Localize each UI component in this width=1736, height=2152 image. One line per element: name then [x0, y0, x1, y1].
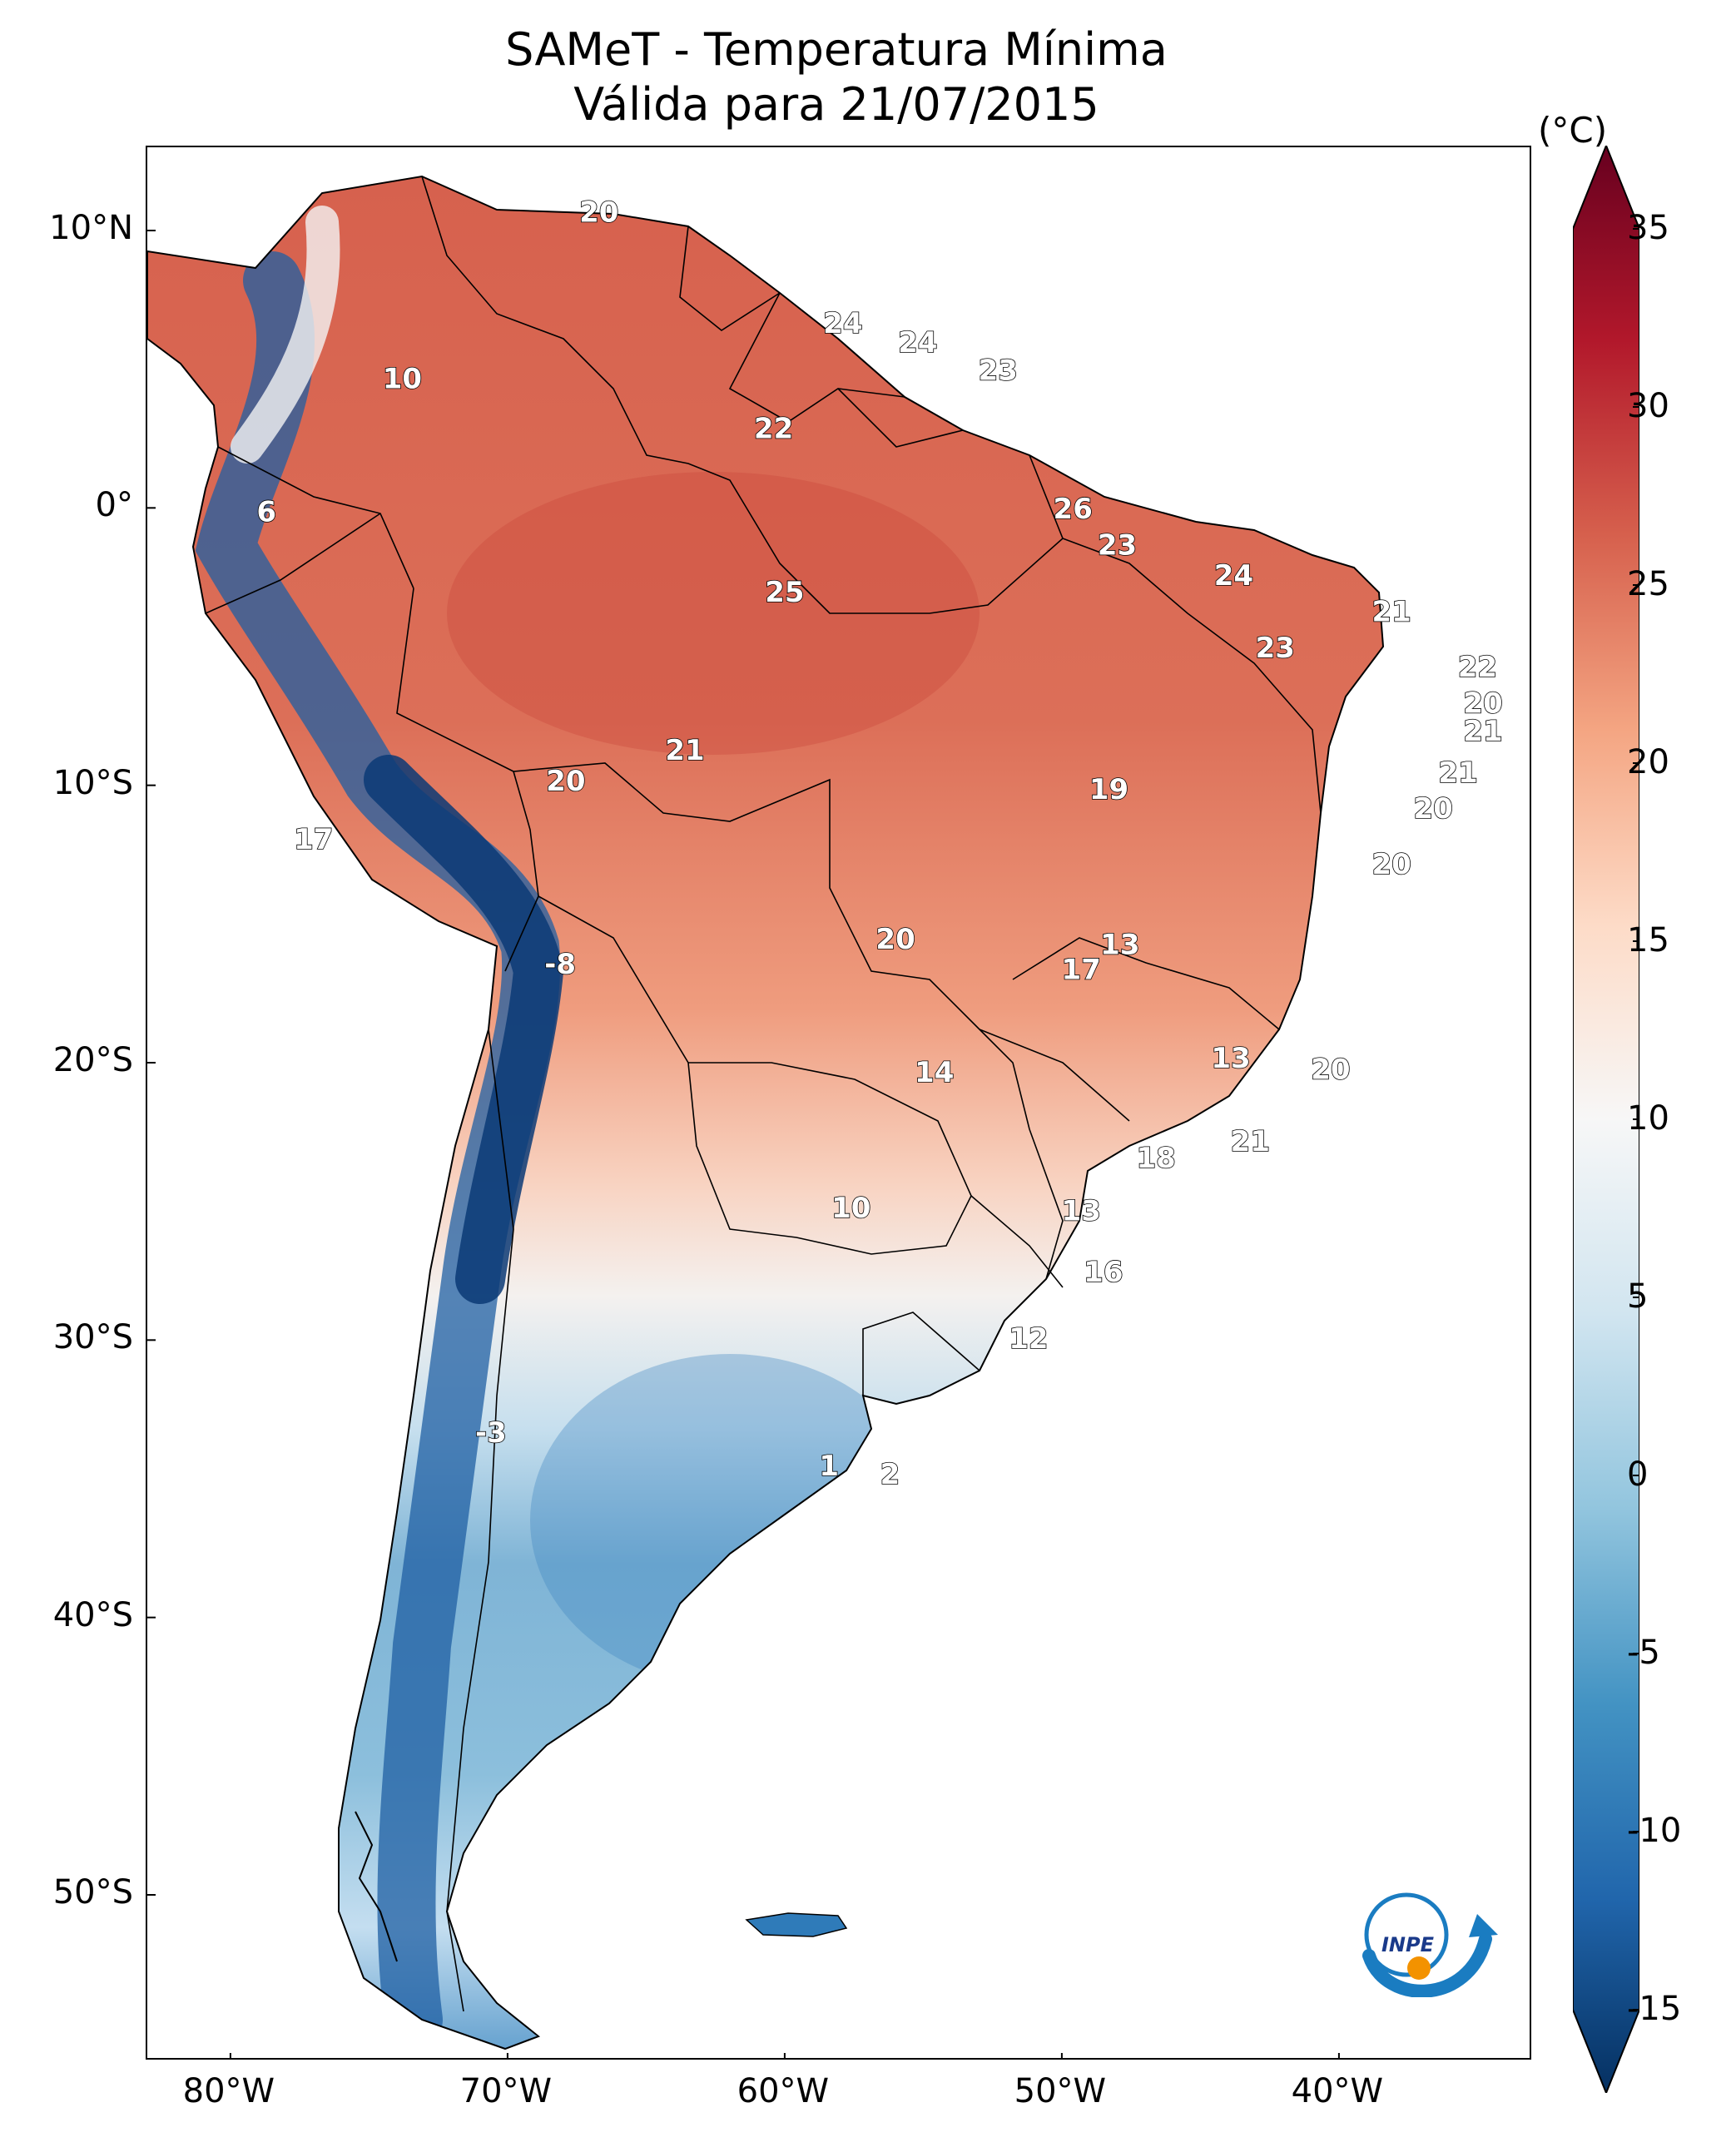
latitude-tick-label: 10°N: [49, 209, 133, 247]
latitude-tick-label: 20°S: [52, 1041, 133, 1079]
station-value-label: 13: [1211, 1042, 1250, 1075]
station-value-label: 20: [1413, 792, 1452, 826]
station-value-label: 24: [1214, 559, 1253, 593]
station-value-label: 22: [1458, 651, 1497, 684]
falkland-islands: [745, 1912, 848, 1937]
station-value-label: 13: [1062, 1195, 1101, 1228]
station-value-label: 21: [1372, 596, 1411, 629]
colorbar-tick-label: 5: [1627, 1277, 1649, 1316]
longitude-tick-label: 60°W: [737, 2072, 830, 2110]
station-value-label: 6: [256, 496, 276, 529]
station-value-label: 21: [1438, 756, 1477, 790]
station-value-label: 20: [1372, 848, 1411, 881]
latitude-tick-label: 0°: [95, 486, 133, 525]
station-value-label: 24: [823, 307, 862, 340]
station-value-label: 2: [880, 1458, 900, 1491]
colorbar-unit: (°C): [1538, 110, 1608, 151]
station-value-label: 23: [979, 355, 1018, 388]
station-value-label: 1: [819, 1450, 839, 1483]
station-value-label: 21: [1231, 1125, 1270, 1158]
colorbar-tick-label: 35: [1627, 209, 1669, 247]
station-value-label: 17: [294, 823, 333, 856]
colorbar-gradient: [1573, 146, 1639, 2093]
station-value-label: 24: [898, 326, 937, 359]
axis-ticks: [147, 230, 1340, 2058]
station-value-label: 10: [383, 363, 422, 396]
temperature-map: 2010624242322262523242123222021212020192…: [147, 175, 1504, 2058]
station-value-label: 19: [1089, 773, 1128, 806]
station-value-label: 13: [1100, 929, 1139, 962]
station-value-label: 23: [1098, 529, 1137, 563]
station-value-label: 20: [546, 765, 585, 798]
station-value-label: 17: [1062, 954, 1101, 987]
station-value-label: 21: [1463, 715, 1502, 748]
station-value-label: 21: [665, 734, 704, 767]
longitude-tick-label: 80°W: [182, 2072, 275, 2110]
station-value-label: 20: [579, 196, 618, 230]
map-title: SAMeT - Temperatura Mínima: [505, 23, 1168, 76]
station-value-label: -8: [544, 948, 576, 981]
colorbar-tick-label: 10: [1627, 1099, 1669, 1138]
station-value-label: -3: [475, 1416, 507, 1450]
colorbar-tick-label: 30: [1627, 387, 1669, 425]
svg-text:INPE: INPE: [1381, 1933, 1435, 1956]
map-panel: 20 10 6 24 24 23 22 26 25 23 24 21 23 22 20 21 21 20 20 19 2…: [146, 146, 1531, 2060]
station-value-label: 18: [1136, 1142, 1175, 1175]
colorbar-tick-label: -15: [1627, 1990, 1682, 2028]
colorbar-tick-label: 0: [1627, 1455, 1649, 1494]
longitude-tick-label: 70°W: [459, 2072, 553, 2110]
longitude-tick-label: 50°W: [1014, 2072, 1107, 2110]
colorbar-tick-label: -5: [1627, 1634, 1660, 1672]
station-value-label: 12: [1009, 1322, 1048, 1356]
colorbar-tick-label: 15: [1627, 921, 1669, 959]
station-value-label: 20: [875, 923, 915, 956]
country-borders: [205, 176, 1322, 2012]
station-labels: 2010624242322262523242123222021212020192…: [256, 196, 1504, 1492]
southern-fjords: [355, 1811, 398, 1962]
colorbar: [1573, 146, 1639, 2093]
colorbar-tick-label: 25: [1627, 565, 1669, 603]
latitude-tick-label: 50°S: [52, 1873, 133, 1912]
latitude-tick-label: 10°S: [52, 763, 133, 802]
colorbar-tick-label: -10: [1627, 1812, 1682, 1850]
latitude-tick-label: 30°S: [52, 1318, 133, 1357]
station-value-label: 16: [1084, 1256, 1123, 1289]
station-value-label: 10: [831, 1192, 870, 1225]
longitude-tick-label: 40°W: [1291, 2072, 1384, 2110]
station-value-label: 20: [1463, 687, 1502, 721]
temperature-field: [147, 176, 1383, 2049]
station-value-label: 22: [754, 413, 793, 446]
colorbar-ticks: [1633, 228, 1639, 2011]
colorbar-tick-label: 20: [1627, 743, 1669, 781]
station-value-label: 23: [1256, 632, 1295, 665]
station-value-label: 26: [1054, 493, 1093, 526]
latitude-tick-label: 40°S: [52, 1595, 133, 1634]
station-value-label: 14: [915, 1056, 954, 1089]
station-value-label: 20: [1311, 1054, 1350, 1087]
map-subtitle: Válida para 21/07/2015: [573, 78, 1099, 131]
inpe-logo: INPE: [1362, 1892, 1498, 1997]
station-value-label: 25: [765, 576, 804, 609]
coastline: [147, 175, 1385, 2050]
